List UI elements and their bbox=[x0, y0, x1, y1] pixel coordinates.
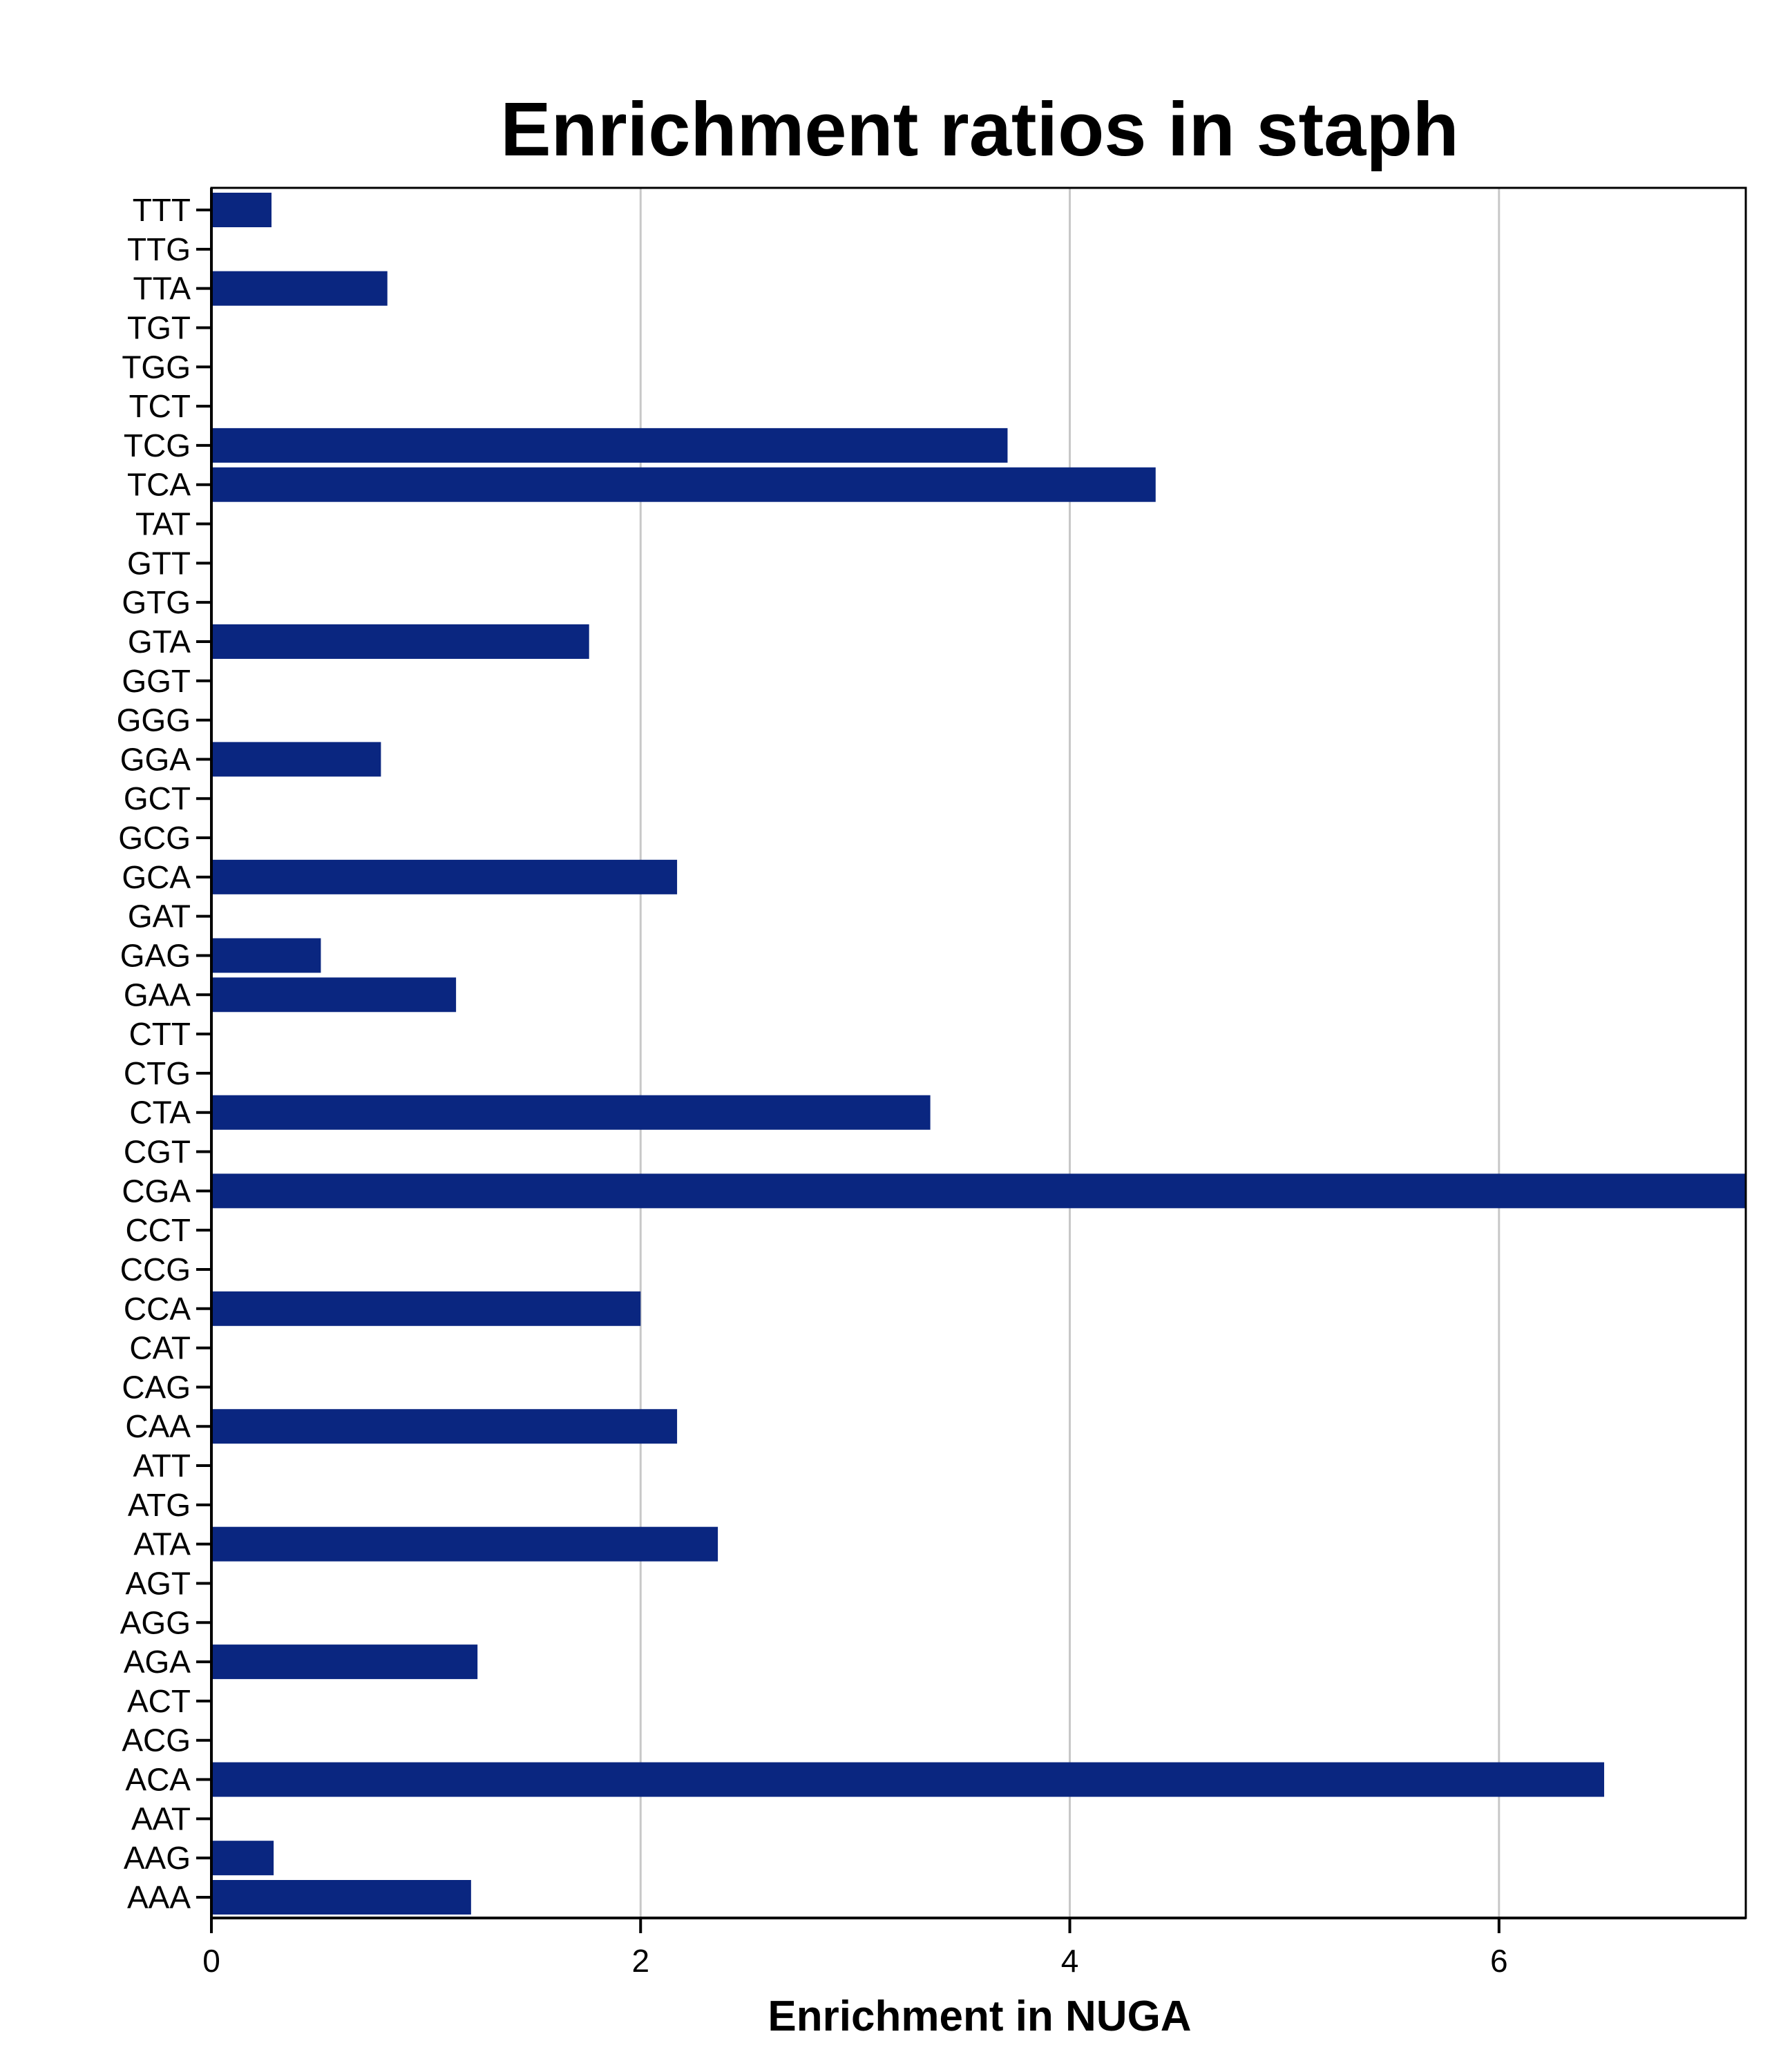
y-axis: TTTTTGTTATGTTGGTCTTCGTCATATGTTGTGGTAGGTG… bbox=[117, 192, 211, 1915]
bar-AGA bbox=[211, 1644, 478, 1680]
y-tick-label-ACT: ACT bbox=[127, 1683, 191, 1719]
bar-TCG bbox=[211, 428, 1008, 463]
bar-GTA bbox=[211, 624, 589, 659]
bar-TCA bbox=[211, 467, 1156, 502]
bar-GGA bbox=[211, 742, 381, 777]
y-tick-label-TTA: TTA bbox=[133, 271, 191, 307]
y-tick-label-AGT: AGT bbox=[125, 1565, 191, 1601]
y-tick-label-ATT: ATT bbox=[133, 1448, 191, 1484]
y-tick-label-GTA: GTA bbox=[128, 624, 191, 660]
y-tick-label-TAT: TAT bbox=[135, 506, 191, 542]
bar-CTA bbox=[211, 1095, 931, 1130]
y-tick-label-AAT: AAT bbox=[131, 1801, 191, 1836]
y-tick-label-TCA: TCA bbox=[127, 467, 191, 503]
y-tick-label-TTT: TTT bbox=[133, 192, 191, 228]
y-tick-label-CGT: CGT bbox=[124, 1134, 191, 1170]
y-tick-label-GCG: GCG bbox=[118, 820, 191, 856]
bar-AAA bbox=[211, 1880, 471, 1915]
y-tick-label-AAG: AAG bbox=[124, 1840, 191, 1876]
bar-TTT bbox=[211, 193, 272, 227]
bar-CGA bbox=[211, 1173, 1746, 1209]
bar-CCA bbox=[211, 1291, 641, 1326]
y-tick-label-GGA: GGA bbox=[120, 741, 191, 777]
x-axis-label: Enrichment in NUGA bbox=[768, 1993, 1191, 2040]
y-tick-label-CTT: CTT bbox=[129, 1016, 191, 1052]
bar-GAA bbox=[211, 977, 457, 1013]
bar-CAA bbox=[211, 1409, 678, 1444]
x-tick-label-2: 4 bbox=[1061, 1943, 1079, 1979]
y-tick-label-CAG: CAG bbox=[122, 1369, 191, 1405]
y-tick-label-ATG: ATG bbox=[128, 1487, 191, 1523]
x-tick-label-1: 2 bbox=[631, 1943, 649, 1979]
bar-layer bbox=[211, 193, 1746, 1915]
y-tick-label-CCA: CCA bbox=[124, 1291, 191, 1327]
x-tick-label-3: 6 bbox=[1490, 1943, 1508, 1979]
y-tick-label-CTG: CTG bbox=[124, 1055, 191, 1091]
y-tick-label-ACA: ACA bbox=[125, 1762, 191, 1798]
y-tick-label-GCA: GCA bbox=[122, 859, 191, 895]
y-tick-label-CCT: CCT bbox=[125, 1212, 191, 1248]
y-tick-label-GAA: GAA bbox=[124, 977, 191, 1013]
y-tick-label-CAT: CAT bbox=[129, 1330, 191, 1366]
y-tick-label-ATA: ATA bbox=[133, 1526, 191, 1562]
y-tick-label-AGG: AGG bbox=[120, 1604, 191, 1640]
y-tick-label-ACG: ACG bbox=[122, 1723, 191, 1758]
x-tick-label-0: 0 bbox=[202, 1943, 220, 1979]
y-tick-label-GCT: GCT bbox=[124, 780, 191, 816]
y-tick-label-CTA: CTA bbox=[129, 1095, 191, 1131]
y-tick-label-GGT: GGT bbox=[122, 663, 191, 699]
y-tick-label-GAG: GAG bbox=[120, 937, 191, 973]
bar-ATA bbox=[211, 1526, 718, 1562]
chart-title: Enrichment ratios in staph bbox=[500, 87, 1458, 172]
bar-ACA bbox=[211, 1762, 1604, 1797]
y-tick-label-GGG: GGG bbox=[117, 702, 191, 738]
y-tick-label-TTG: TTG bbox=[127, 231, 191, 267]
x-axis: 0 2 4 6 bbox=[202, 1918, 1508, 1979]
y-tick-label-AGA: AGA bbox=[124, 1644, 191, 1680]
y-tick-label-TGT: TGT bbox=[127, 309, 191, 345]
bar-AAG bbox=[211, 1841, 274, 1876]
y-tick-label-GTG: GTG bbox=[122, 584, 191, 620]
bar-GCA bbox=[211, 859, 678, 894]
y-tick-label-GAT: GAT bbox=[128, 899, 191, 934]
y-tick-label-CCG: CCG bbox=[120, 1251, 191, 1287]
y-tick-label-TCG: TCG bbox=[124, 428, 191, 463]
y-tick-label-TGG: TGG bbox=[122, 349, 191, 385]
y-tick-label-CAA: CAA bbox=[125, 1408, 191, 1444]
y-tick-label-TCT: TCT bbox=[129, 388, 191, 424]
bar-GAG bbox=[211, 938, 321, 973]
y-tick-label-AAA: AAA bbox=[127, 1879, 191, 1915]
bar-TTA bbox=[211, 271, 388, 306]
y-tick-label-CGA: CGA bbox=[122, 1173, 191, 1209]
y-tick-label-GTT: GTT bbox=[127, 545, 191, 581]
